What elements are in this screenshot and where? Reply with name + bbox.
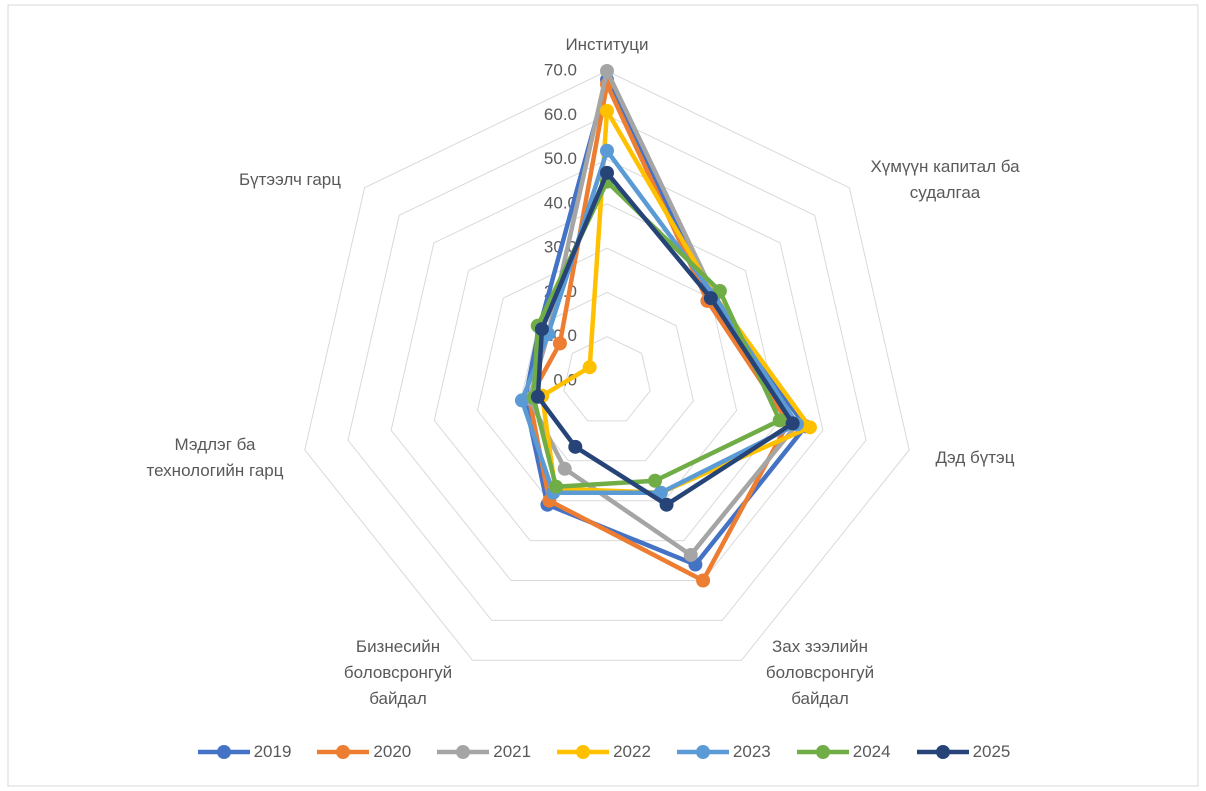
grid-ring xyxy=(304,70,910,661)
legend-item: 2019 xyxy=(196,742,292,762)
series-line xyxy=(527,82,791,583)
series-marker xyxy=(552,336,567,351)
series-marker xyxy=(703,291,718,306)
legend-marker xyxy=(695,745,710,759)
legend-marker xyxy=(576,745,591,759)
legend-swatch xyxy=(557,745,610,759)
r-tick-label: 50.0 xyxy=(544,149,577,168)
series-marker xyxy=(659,497,674,512)
legend-item: 2023 xyxy=(675,742,771,762)
series-marker xyxy=(600,103,614,118)
series-marker xyxy=(514,393,529,408)
legend-swatch xyxy=(796,745,849,759)
series-marker xyxy=(600,143,614,158)
r-tick-label: 40.0 xyxy=(544,193,577,212)
legend-item: 2025 xyxy=(915,742,1011,762)
legend-label: 2025 xyxy=(972,742,1011,761)
grid-ring xyxy=(563,336,651,422)
series-marker xyxy=(568,439,583,454)
legend-label: 2021 xyxy=(493,742,532,761)
series-marker xyxy=(683,547,698,562)
legend-item: 2020 xyxy=(315,742,411,762)
category-label: Мэдлэг ба технологийн гарц xyxy=(146,435,284,480)
series-marker xyxy=(772,413,787,428)
series-marker xyxy=(534,322,549,337)
series-marker xyxy=(802,420,817,435)
series-line xyxy=(531,179,782,489)
series-marker xyxy=(582,360,597,375)
category-label: Бүтээлч гарц xyxy=(238,170,342,189)
legend-swatch xyxy=(676,745,729,759)
legend-label: 2024 xyxy=(852,742,891,761)
legend-swatch xyxy=(197,745,250,759)
frame xyxy=(7,4,1199,787)
legend-marker xyxy=(935,745,950,759)
legend-swatch xyxy=(916,745,969,759)
legend-marker xyxy=(815,745,830,759)
r-tick-label: 60.0 xyxy=(544,105,577,124)
category-label: Зах зээлийн боловсронгуй байдал xyxy=(765,637,875,708)
legend-swatch xyxy=(317,745,370,759)
category-label: Дэд бүтэц xyxy=(935,448,1015,467)
series-marker xyxy=(549,479,564,494)
legend-marker xyxy=(216,745,231,759)
grid-ring xyxy=(390,159,824,582)
grid-ring xyxy=(433,203,781,542)
series-marker xyxy=(600,64,614,78)
category-label: Бизнесийн боловсронгуй байдал xyxy=(343,637,453,708)
legend-label: 2023 xyxy=(732,742,771,761)
category-label: Хүмүүн капитал ба судалгаа xyxy=(870,157,1020,202)
legend-item: 2024 xyxy=(795,742,891,762)
series-marker xyxy=(785,416,800,431)
series-line xyxy=(519,148,800,495)
grid-ring xyxy=(476,247,738,502)
legend-item: 2021 xyxy=(435,742,531,762)
series-marker xyxy=(530,389,545,404)
grid-ring xyxy=(347,114,867,621)
legend-swatch xyxy=(437,745,490,759)
r-tick-label: 70.0 xyxy=(544,60,577,79)
legend-marker xyxy=(336,745,351,759)
series-marker xyxy=(696,573,711,588)
legend-item: 2022 xyxy=(555,742,651,762)
legend-marker xyxy=(456,745,471,759)
legend-label: 2020 xyxy=(373,742,412,761)
legend: 2019 2020 2021 2022 2023 2024 2025 xyxy=(0,742,1206,762)
series-marker xyxy=(557,461,572,476)
legend-label: 2019 xyxy=(253,742,292,761)
legend-label: 2022 xyxy=(613,742,651,761)
series-marker xyxy=(600,165,614,180)
series-line xyxy=(535,170,795,507)
category-label: Институци xyxy=(565,35,649,54)
series-marker xyxy=(648,473,663,488)
